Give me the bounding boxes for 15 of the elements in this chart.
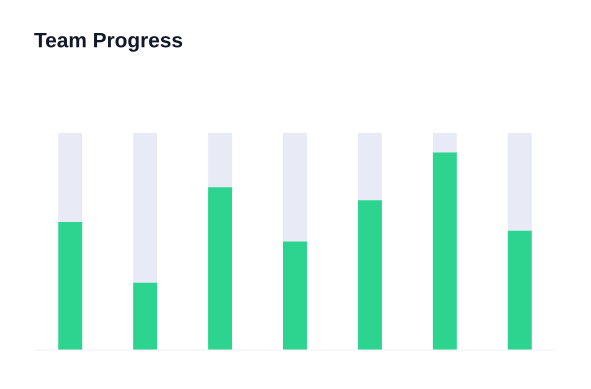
bar bbox=[508, 132, 532, 231]
bar bbox=[432, 132, 457, 152]
bar bbox=[133, 132, 158, 283]
bar bbox=[508, 230, 532, 350]
bar bbox=[283, 241, 307, 350]
bar bbox=[58, 222, 82, 350]
bar bbox=[358, 132, 382, 200]
bar bbox=[58, 132, 82, 222]
bar bbox=[432, 152, 457, 350]
bar bbox=[208, 187, 232, 350]
bar bbox=[283, 132, 307, 242]
bar bbox=[208, 132, 232, 188]
bar bbox=[133, 282, 158, 350]
bar bbox=[358, 200, 382, 350]
chart-title: Team Progress bbox=[34, 32, 182, 52]
